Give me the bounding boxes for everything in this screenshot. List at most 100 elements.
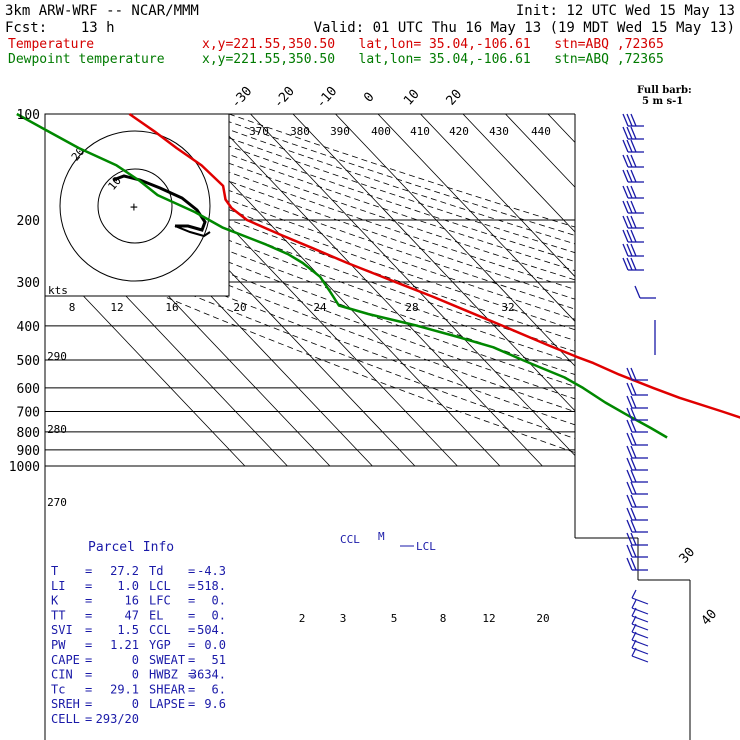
parcel-equals: = bbox=[188, 594, 195, 608]
wind-barb-feather bbox=[622, 126, 629, 140]
parcel-label: T bbox=[51, 564, 58, 578]
parcel-value: 9.6 bbox=[204, 697, 226, 711]
wind-barb-feather bbox=[630, 469, 637, 483]
theta-label: 380 bbox=[290, 125, 310, 138]
parcel-label: YGP bbox=[149, 638, 171, 652]
hodograph-speed-tick: 20 bbox=[233, 301, 246, 314]
parcel-value: 504. bbox=[197, 623, 226, 637]
hodograph-unit-label: kts bbox=[48, 284, 68, 297]
parcel-equals: = bbox=[188, 682, 195, 696]
mixing-ratio-label: 2 bbox=[299, 612, 306, 625]
wind-barb-feather bbox=[631, 631, 637, 641]
wind-barb-feather bbox=[622, 154, 629, 168]
parcel-equals: = bbox=[188, 638, 195, 652]
wind-barb-feather bbox=[630, 457, 637, 471]
wind-barb-feather bbox=[626, 507, 633, 521]
hodograph-speed-tick: 16 bbox=[165, 301, 178, 314]
pressure-tick-label: 700 bbox=[17, 405, 40, 420]
parcel-value: 0 bbox=[132, 697, 139, 711]
parcel-equals: = bbox=[188, 653, 195, 667]
wind-barb-feather bbox=[626, 154, 633, 168]
hodograph-trace bbox=[112, 174, 207, 232]
wind-barb-feather bbox=[630, 257, 637, 271]
parcel-value: 0 bbox=[132, 653, 139, 667]
pressure-tick-label: 200 bbox=[17, 214, 40, 229]
parcel-label: EL bbox=[149, 608, 163, 622]
pressure-tick-label: 400 bbox=[17, 320, 40, 335]
parcel-value: 0.0 bbox=[204, 638, 226, 652]
temperature-trace bbox=[128, 112, 740, 419]
mixing-ratio-label: 12 bbox=[482, 612, 495, 625]
wind-barb-feather bbox=[630, 432, 637, 446]
wind-barb-feather bbox=[626, 229, 633, 243]
wind-barb-feather bbox=[630, 200, 637, 214]
wind-barb-feather bbox=[631, 647, 637, 657]
mixing-ratio-label: 20 bbox=[536, 612, 549, 625]
wind-barb-feather bbox=[630, 445, 637, 459]
parcel-label: SVI bbox=[51, 623, 73, 637]
wind-barb-feather bbox=[622, 215, 629, 229]
wind-barb-feather bbox=[631, 599, 637, 609]
parcel-value: 518. bbox=[197, 579, 226, 593]
wind-barb-feather bbox=[630, 113, 637, 127]
barb-key-line1: Full barb: bbox=[637, 85, 692, 96]
wind-barb-feather bbox=[622, 113, 629, 127]
hodograph-speed-tick: 28 bbox=[405, 301, 418, 314]
wind-barb-feather bbox=[630, 494, 637, 508]
parcel-equals: = bbox=[188, 668, 195, 682]
parcel-value: 51 bbox=[212, 653, 226, 667]
wind-barb-feather bbox=[630, 407, 637, 421]
wind-barb-feather bbox=[626, 519, 633, 533]
parcel-label: K bbox=[51, 594, 59, 608]
parcel-equals: = bbox=[85, 682, 92, 696]
wind-barbs bbox=[622, 113, 656, 663]
wind-barb-feather bbox=[631, 639, 637, 649]
wind-barb-feather bbox=[630, 139, 637, 153]
dewpoint-legend-meta: x,y=221.55,350.50 lat,lon= 35.04,-106.61… bbox=[202, 52, 664, 67]
parcel-equals: = bbox=[85, 579, 92, 593]
dry-adiabat bbox=[74, 114, 690, 467]
parcel-equals: = bbox=[85, 623, 92, 637]
wind-barb-feather bbox=[626, 544, 633, 558]
wind-barb-feather bbox=[626, 126, 633, 140]
pressure-tick-label: 600 bbox=[17, 382, 40, 397]
wind-barb-feather bbox=[622, 229, 629, 243]
dry-adiabat bbox=[96, 114, 690, 467]
valid-time: Valid: 01 UTC Thu 16 May 13 (19 MDT Wed … bbox=[314, 20, 735, 36]
wind-barb-feather bbox=[630, 215, 637, 229]
wind-barb-feather bbox=[630, 126, 637, 140]
wind-barb-feather bbox=[626, 395, 633, 409]
parcel-value: 3634. bbox=[190, 668, 226, 682]
dry-adiabat bbox=[45, 114, 690, 467]
pressure-tick-label: 500 bbox=[17, 354, 40, 369]
pressure-tick-label: 800 bbox=[17, 426, 40, 441]
wind-barb-feather bbox=[630, 532, 637, 546]
hodograph-speed-tick: 12 bbox=[110, 301, 123, 314]
mixing-ratio-label: 8 bbox=[440, 612, 447, 625]
wind-barb-feather bbox=[626, 367, 633, 381]
theta-label: 440 bbox=[531, 125, 551, 138]
pressure-tick-label: 1000 bbox=[9, 460, 40, 475]
parcel-label: LI bbox=[51, 579, 65, 593]
parcel-label: LFC bbox=[149, 594, 171, 608]
parcel-equals: = bbox=[85, 564, 92, 578]
wind-barb-feather bbox=[622, 169, 629, 183]
hodograph: 20 10 + bbox=[44, 113, 230, 297]
parcel-label: Td bbox=[149, 564, 163, 578]
hodograph-speed-tick: 8 bbox=[69, 301, 76, 314]
pressure-tick-label: 900 bbox=[17, 444, 40, 459]
dry-adiabat bbox=[45, 114, 615, 467]
wind-barb-feather bbox=[626, 407, 633, 421]
init-time: Init: 12 UTC Wed 15 May 13 bbox=[516, 3, 735, 19]
wind-barb-feather bbox=[626, 169, 633, 183]
wind-barb bbox=[631, 647, 649, 655]
wind-barb-feather bbox=[626, 469, 633, 483]
parcel-value: 16 bbox=[125, 594, 139, 608]
pressure-tick-label: 100 bbox=[17, 108, 40, 123]
wind-barb-feather bbox=[630, 243, 637, 257]
pressure-tick-label: 300 bbox=[17, 276, 40, 291]
parcel-label: LCL bbox=[149, 579, 171, 593]
wind-barb-feather bbox=[626, 532, 633, 546]
wind-barb-feather bbox=[630, 481, 637, 495]
